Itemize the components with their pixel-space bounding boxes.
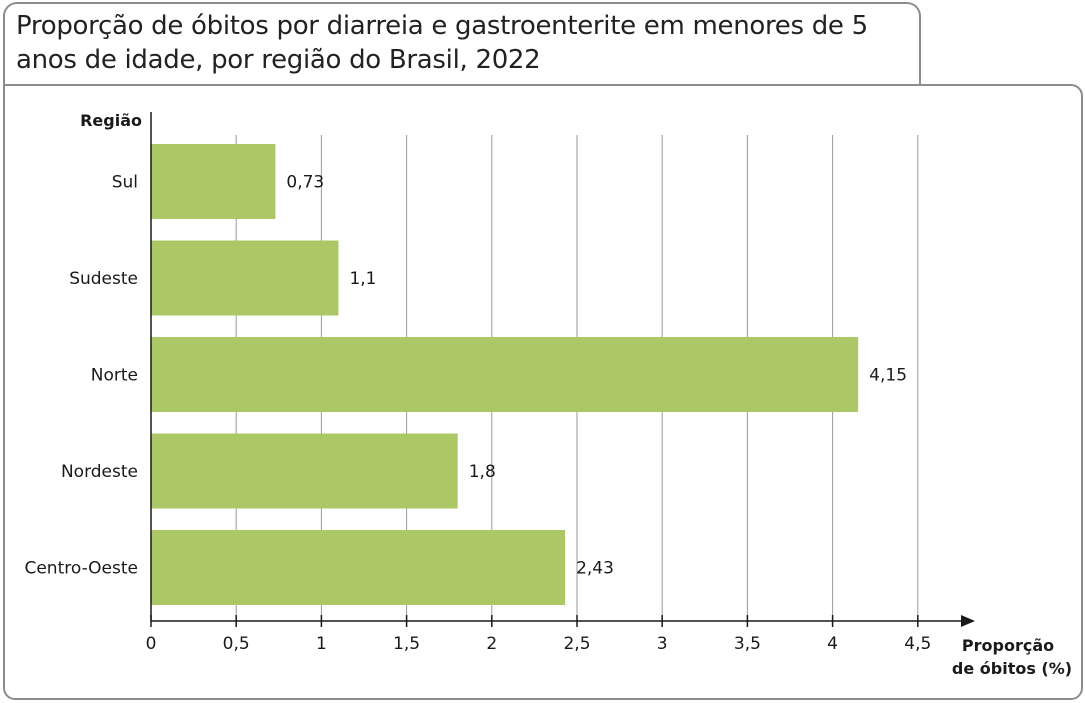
category-label: Sul <box>112 173 138 193</box>
axes <box>150 112 975 627</box>
x-tick-label: 1,5 <box>393 634 420 654</box>
x-tick-label: 0,5 <box>223 634 250 654</box>
x-axis-title-line2: de óbitos (%) <box>952 659 1072 678</box>
value-labels: 0,73 1,1 4,15 1,8 2,43 <box>286 173 907 579</box>
category-label: Centro-Oeste <box>24 559 138 579</box>
x-tick-label: 4 <box>827 634 838 654</box>
value-label: 1,1 <box>349 269 376 289</box>
bar <box>151 337 859 412</box>
x-axis-arrow <box>961 615 975 627</box>
x-tick-label: 2 <box>486 634 497 654</box>
x-tick-label: 0 <box>146 634 157 654</box>
bar <box>151 530 566 605</box>
x-tick-label: 4,5 <box>904 634 931 654</box>
x-tick-label: 2,5 <box>563 634 590 654</box>
value-label: 0,73 <box>286 173 324 193</box>
value-label: 1,8 <box>469 462 496 482</box>
category-label: Norte <box>91 366 138 386</box>
x-tick-label: 3 <box>657 634 668 654</box>
bar <box>151 144 276 219</box>
category-labels: Sul Sudeste Norte Nordeste Centro-Oeste <box>24 173 138 579</box>
x-ticks: 0 0,5 1 1,5 2 2,5 3 3,5 4 4,5 <box>146 615 931 654</box>
x-axis-title-line1: Proporção <box>962 636 1054 655</box>
y-axis-title: Região <box>80 111 142 130</box>
chart-title: Proporção de óbitos por diarreia e gastr… <box>16 11 868 75</box>
x-tick-label: 3,5 <box>734 634 761 654</box>
value-label: 4,15 <box>869 366 907 386</box>
category-label: Sudeste <box>69 269 138 289</box>
category-label: Nordeste <box>61 462 138 482</box>
x-tick-label: 1 <box>316 634 327 654</box>
bar <box>151 433 458 509</box>
bars <box>151 144 859 605</box>
bar <box>151 240 339 316</box>
value-label: 2,43 <box>576 559 614 579</box>
title-box <box>3 2 921 92</box>
